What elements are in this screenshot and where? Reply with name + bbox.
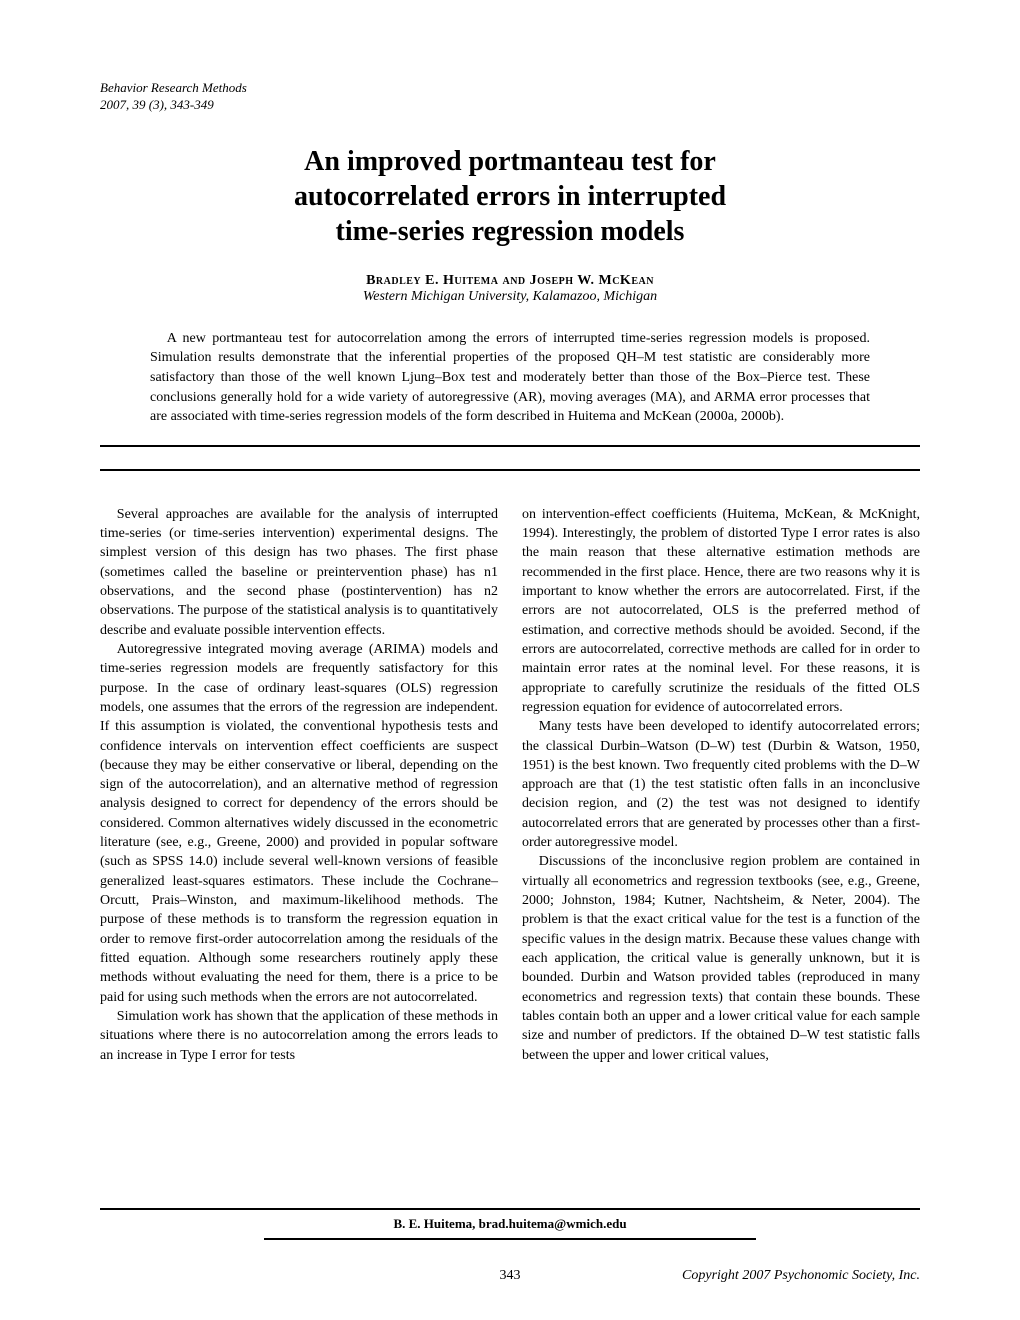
authors: Bradley E. Huitema and Joseph W. McKean [100, 273, 920, 289]
body-paragraph: Several approaches are available for the… [100, 505, 498, 640]
contact-box: B. E. Huitema, brad.huitema@wmich.edu [100, 1208, 920, 1240]
page-footer: 343 Copyright 2007 Psychonomic Society, … [100, 1268, 920, 1284]
contact-text: B. E. Huitema, brad.huitema@wmich.edu [100, 1216, 920, 1232]
body-columns: Several approaches are available for the… [100, 505, 920, 1065]
abstract-text: A new portmanteau test for autocorrelati… [150, 329, 870, 427]
page-root: Behavior Research Methods 2007, 39 (3), … [0, 0, 1020, 1320]
article-title: An improved portmanteau test for autocor… [170, 144, 850, 249]
contact-rule-top [100, 1208, 920, 1210]
page-number: 343 [500, 1268, 521, 1284]
title-line-2: autocorrelated errors in interrupted [170, 179, 850, 214]
journal-name: Behavior Research Methods [100, 80, 920, 97]
body-paragraph: Simulation work has shown that the appli… [100, 1007, 498, 1065]
title-line-3: time-series regression models [170, 214, 850, 249]
title-line-1: An improved portmanteau test for [170, 144, 850, 179]
body-paragraph: on intervention-effect coefficients (Hui… [522, 505, 920, 717]
contact-rule-bottom [264, 1238, 756, 1240]
divider-rule-bottom [100, 469, 920, 471]
abstract: A new portmanteau test for autocorrelati… [150, 329, 870, 445]
body-paragraph: Many tests have been developed to identi… [522, 717, 920, 852]
body-paragraph: Discussions of the inconclusive region p… [522, 852, 920, 1064]
journal-meta: Behavior Research Methods 2007, 39 (3), … [100, 80, 920, 114]
journal-citation: 2007, 39 (3), 343-349 [100, 97, 920, 114]
body-paragraph: Autoregressive integrated moving average… [100, 640, 498, 1007]
affiliation: Western Michigan University, Kalamazoo, … [100, 289, 920, 305]
divider-rule-top [100, 445, 920, 447]
copyright: Copyright 2007 Psychonomic Society, Inc. [682, 1268, 920, 1284]
